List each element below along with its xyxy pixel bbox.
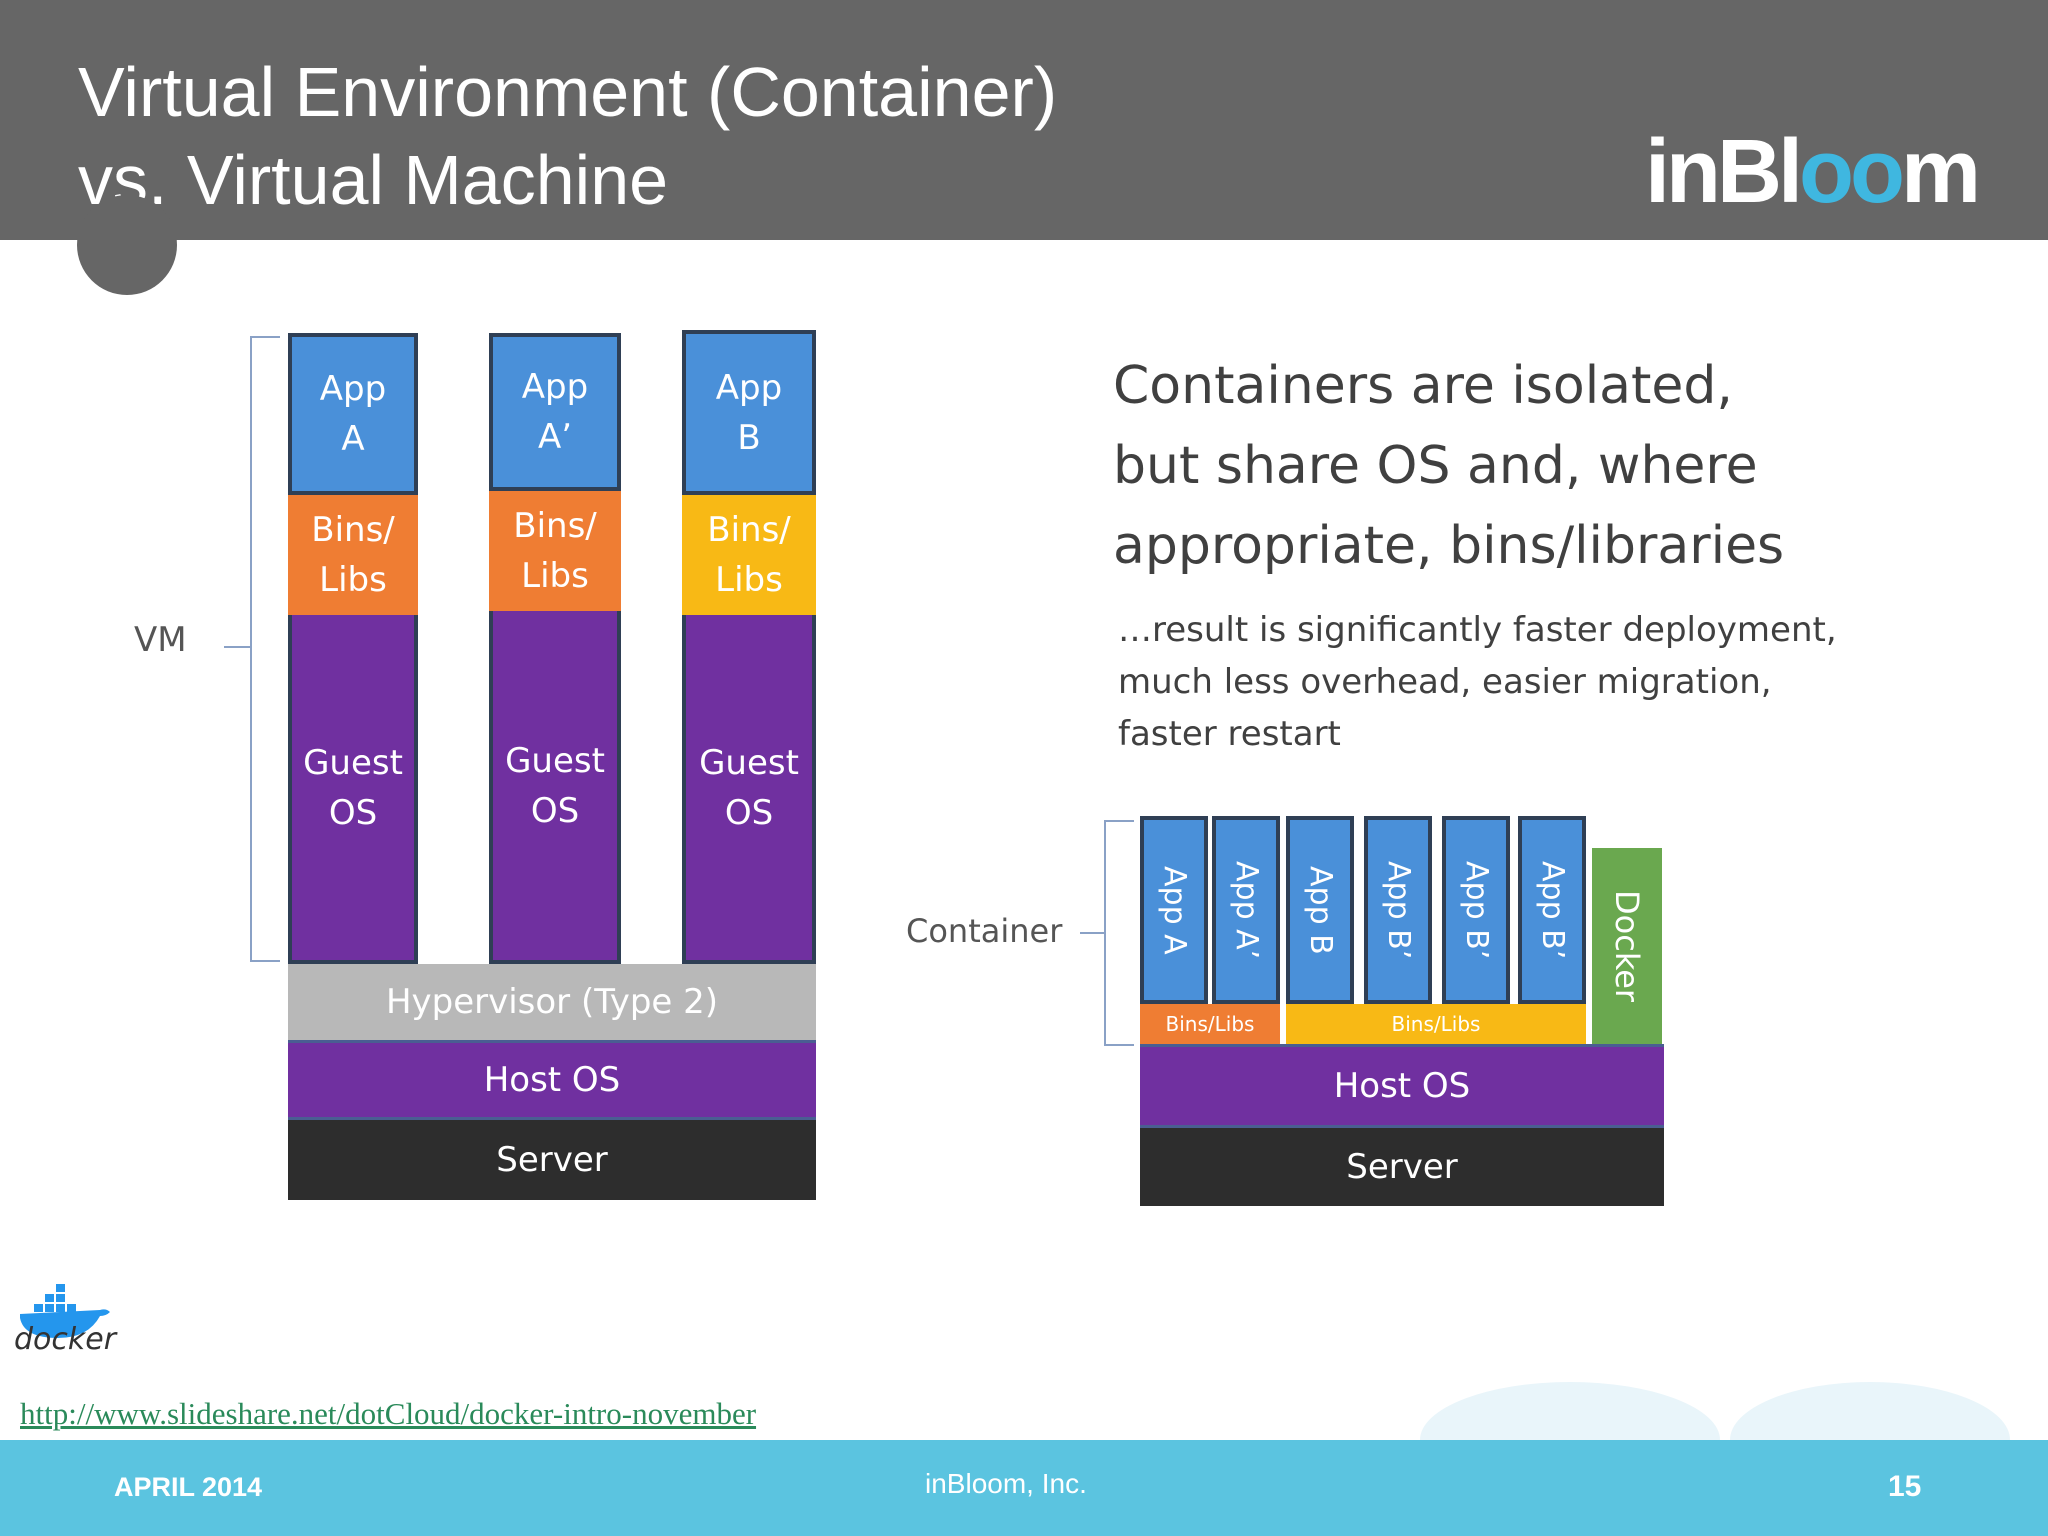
logo-ring: oo	[1798, 122, 1905, 222]
container-server: Server	[1140, 1128, 1664, 1206]
container-app-b-prime-3: App B’	[1518, 816, 1586, 1004]
vm-app-b: App B	[682, 330, 816, 495]
slide-header	[0, 0, 2048, 240]
vm-bins-libs-a-prime: Bins/ Libs	[489, 491, 621, 611]
container-label: Container	[906, 912, 1063, 950]
title-line-1: Virtual Environment (Container)	[78, 53, 1058, 131]
vm-host-os: Host OS	[288, 1040, 816, 1120]
vm-hypervisor: Hypervisor (Type 2)	[288, 964, 816, 1040]
logo-text-start: inBl	[1645, 122, 1803, 222]
vm-app-a-prime: App A’	[489, 333, 621, 491]
vm-bins-libs-a: Bins/ Libs	[288, 495, 418, 615]
docker-logo-text: docker	[14, 1322, 117, 1357]
containers-benefits: …result is significantly faster deployme…	[1118, 610, 1837, 754]
slide-title: Virtual Environment (Container) vs. Virt…	[78, 48, 1057, 224]
vm-guest-os-a: Guest OS	[288, 615, 418, 964]
page-number: 15	[1888, 1470, 1922, 1503]
vm-bins-libs-b: Bins/ Libs	[682, 495, 816, 615]
containers-headline: Containers are isolated, but share OS an…	[1113, 356, 1785, 576]
container-app-b-prime-1: App B’	[1364, 816, 1432, 1004]
docker-whale-icon	[20, 1284, 110, 1338]
container-host-os: Host OS	[1140, 1044, 1664, 1128]
vm-label: VM	[134, 620, 187, 660]
vm-guest-os-a-prime: Guest OS	[489, 611, 621, 964]
container-app-b-prime-2: App B’	[1442, 816, 1510, 1004]
container-bins-libs-b: Bins/Libs	[1286, 1004, 1586, 1044]
title-line-2: vs. Virtual Machine	[78, 141, 669, 219]
inbloom-logo: inBloom	[1645, 122, 1981, 222]
vm-server: Server	[288, 1120, 816, 1200]
vm-brace	[250, 336, 280, 962]
slide-footer	[0, 1440, 2048, 1536]
vm-app-a: App A	[288, 333, 418, 495]
vm-brace-tick	[224, 646, 250, 648]
container-app-a-prime: App A’	[1212, 816, 1280, 1004]
footer-decoration-right	[1730, 1382, 2010, 1440]
vm-guest-os-b: Guest OS	[682, 615, 816, 964]
container-brace-tick	[1080, 932, 1104, 934]
container-app-a: App A	[1140, 816, 1208, 1004]
footer-company: inBloom, Inc.	[925, 1468, 1087, 1499]
source-link[interactable]: http://www.slideshare.net/dotCloud/docke…	[20, 1396, 757, 1431]
logo-text-end: m	[1900, 122, 1981, 222]
container-brace	[1104, 820, 1134, 1046]
container-app-b: App B	[1286, 816, 1354, 1004]
header-circle-decoration	[77, 195, 177, 295]
container-bins-libs-a: Bins/Libs	[1140, 1004, 1280, 1044]
footer-date: APRIL 2014	[114, 1472, 263, 1502]
footer-decoration-left	[1420, 1382, 1720, 1440]
container-docker: Docker	[1592, 848, 1662, 1044]
